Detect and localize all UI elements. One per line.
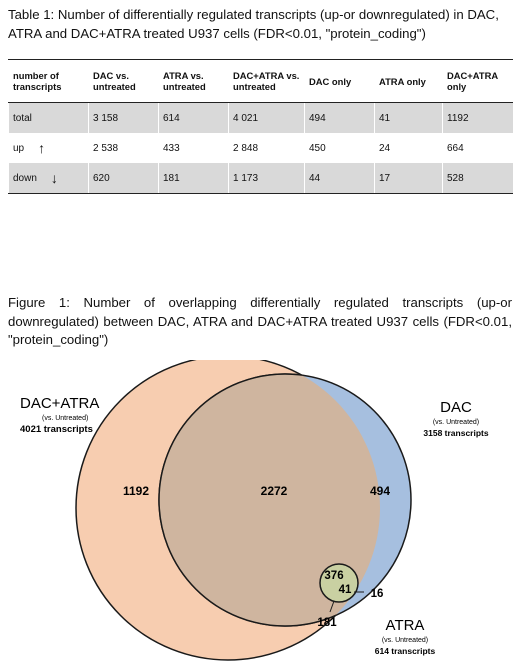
table-row: total 3 158 614 4 021 494 41 1192 (8, 102, 513, 133)
venn-diagram: DAC+ATRA (vs. Untreated) 4021 transcript… (20, 360, 489, 661)
dac-count: 3158 transcripts (423, 428, 488, 438)
arrow-up-icon: ↑ (38, 139, 46, 156)
row-label: up ↑ (8, 133, 89, 163)
table-cell: 4 021 (228, 102, 305, 133)
header-cell: number of transcripts (8, 59, 89, 103)
header-cell: DAC+ATRA only (442, 59, 513, 103)
table-cell: 450 (304, 133, 375, 163)
table-cell: 2 538 (88, 133, 159, 163)
table-cell: 614 (158, 102, 229, 133)
table-cell: 664 (442, 133, 513, 163)
table-row: down ↓ 620 181 1 173 44 17 528 (8, 163, 513, 194)
region-atra-and-dac: 16 (371, 588, 384, 600)
dac-atra-sub: (vs. Untreated) (42, 415, 88, 422)
table-cell: 24 (374, 133, 443, 163)
table-cell: 41 (374, 102, 443, 133)
row-label-text: down (13, 172, 37, 184)
dac-sub: (vs. Untreated) (433, 419, 479, 426)
header-cell: DAC vs. untreated (88, 59, 159, 103)
table-cell: 2 848 (228, 133, 305, 163)
atra-count: 614 transcripts (375, 646, 436, 656)
table-cell: 620 (88, 163, 159, 194)
leader-line-181 (329, 600, 335, 613)
table-cell: 433 (158, 133, 229, 163)
transcripts-table: number of transcripts DAC vs. untreated … (8, 59, 513, 194)
table-cell: 181 (158, 163, 229, 194)
header-cell: ATRA vs. untreated (158, 59, 229, 103)
table-cell: 1 173 (228, 163, 305, 194)
row-label-text: up (13, 142, 25, 154)
table-cell: 1192 (442, 102, 513, 133)
figure-caption: Figure 1: Number of overlapping differen… (8, 295, 512, 347)
region-dac-and-dac-atra: 2272 (261, 484, 288, 498)
dac-label: DAC (440, 399, 472, 416)
table-cell: 528 (442, 163, 513, 194)
dac-atra-count: 4021 transcripts (20, 424, 93, 435)
dac-dacatra-overlap (158, 373, 380, 627)
table-cell: 494 (304, 102, 375, 133)
region-atra-and-dac-atra: 41 (339, 584, 352, 596)
atra-circle (319, 563, 359, 603)
row-label: down ↓ (8, 163, 89, 194)
region-dac-atra-only: 1192 (123, 484, 149, 498)
dac-atra-label: DAC+ATRA (20, 395, 99, 412)
table-cell: 17 (374, 163, 443, 194)
region-atra-only: 181 (317, 617, 337, 629)
header-cell: DAC+ATRA vs. untreated (228, 59, 305, 103)
header-cell: ATRA only (374, 59, 443, 103)
atra-label: ATRA (386, 617, 425, 634)
row-label: total (8, 102, 89, 133)
table-cell: 44 (304, 163, 375, 194)
arrow-down-icon: ↓ (50, 169, 58, 186)
table-caption: Table 1: Number of differentially regula… (8, 7, 499, 41)
atra-sub: (vs. Untreated) (382, 637, 428, 644)
region-dac-only: 494 (370, 484, 390, 498)
table-cell: 3 158 (88, 102, 159, 133)
table-header-row: number of transcripts DAC vs. untreated … (8, 59, 513, 103)
region-all-three: 376 (324, 570, 343, 582)
header-cell: DAC only (304, 59, 375, 103)
table-row: up ↑ 2 538 433 2 848 450 24 664 (8, 133, 513, 163)
